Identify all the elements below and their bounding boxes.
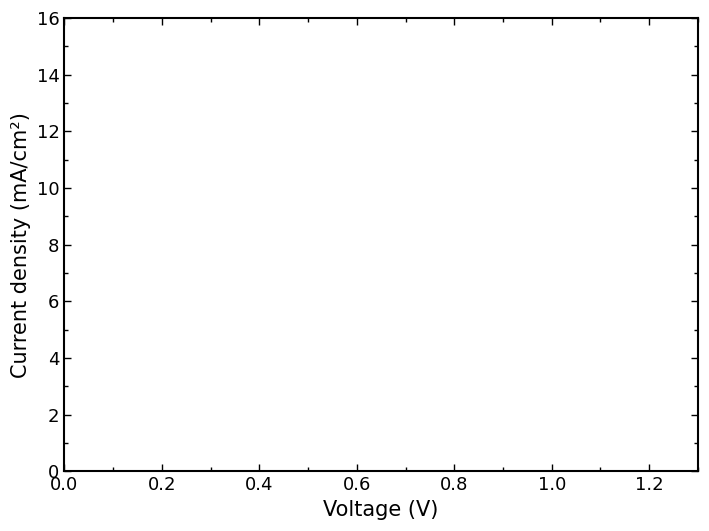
Y-axis label: Current density (mA/cm²): Current density (mA/cm²): [11, 112, 31, 378]
X-axis label: Voltage (V): Voltage (V): [323, 500, 439, 520]
